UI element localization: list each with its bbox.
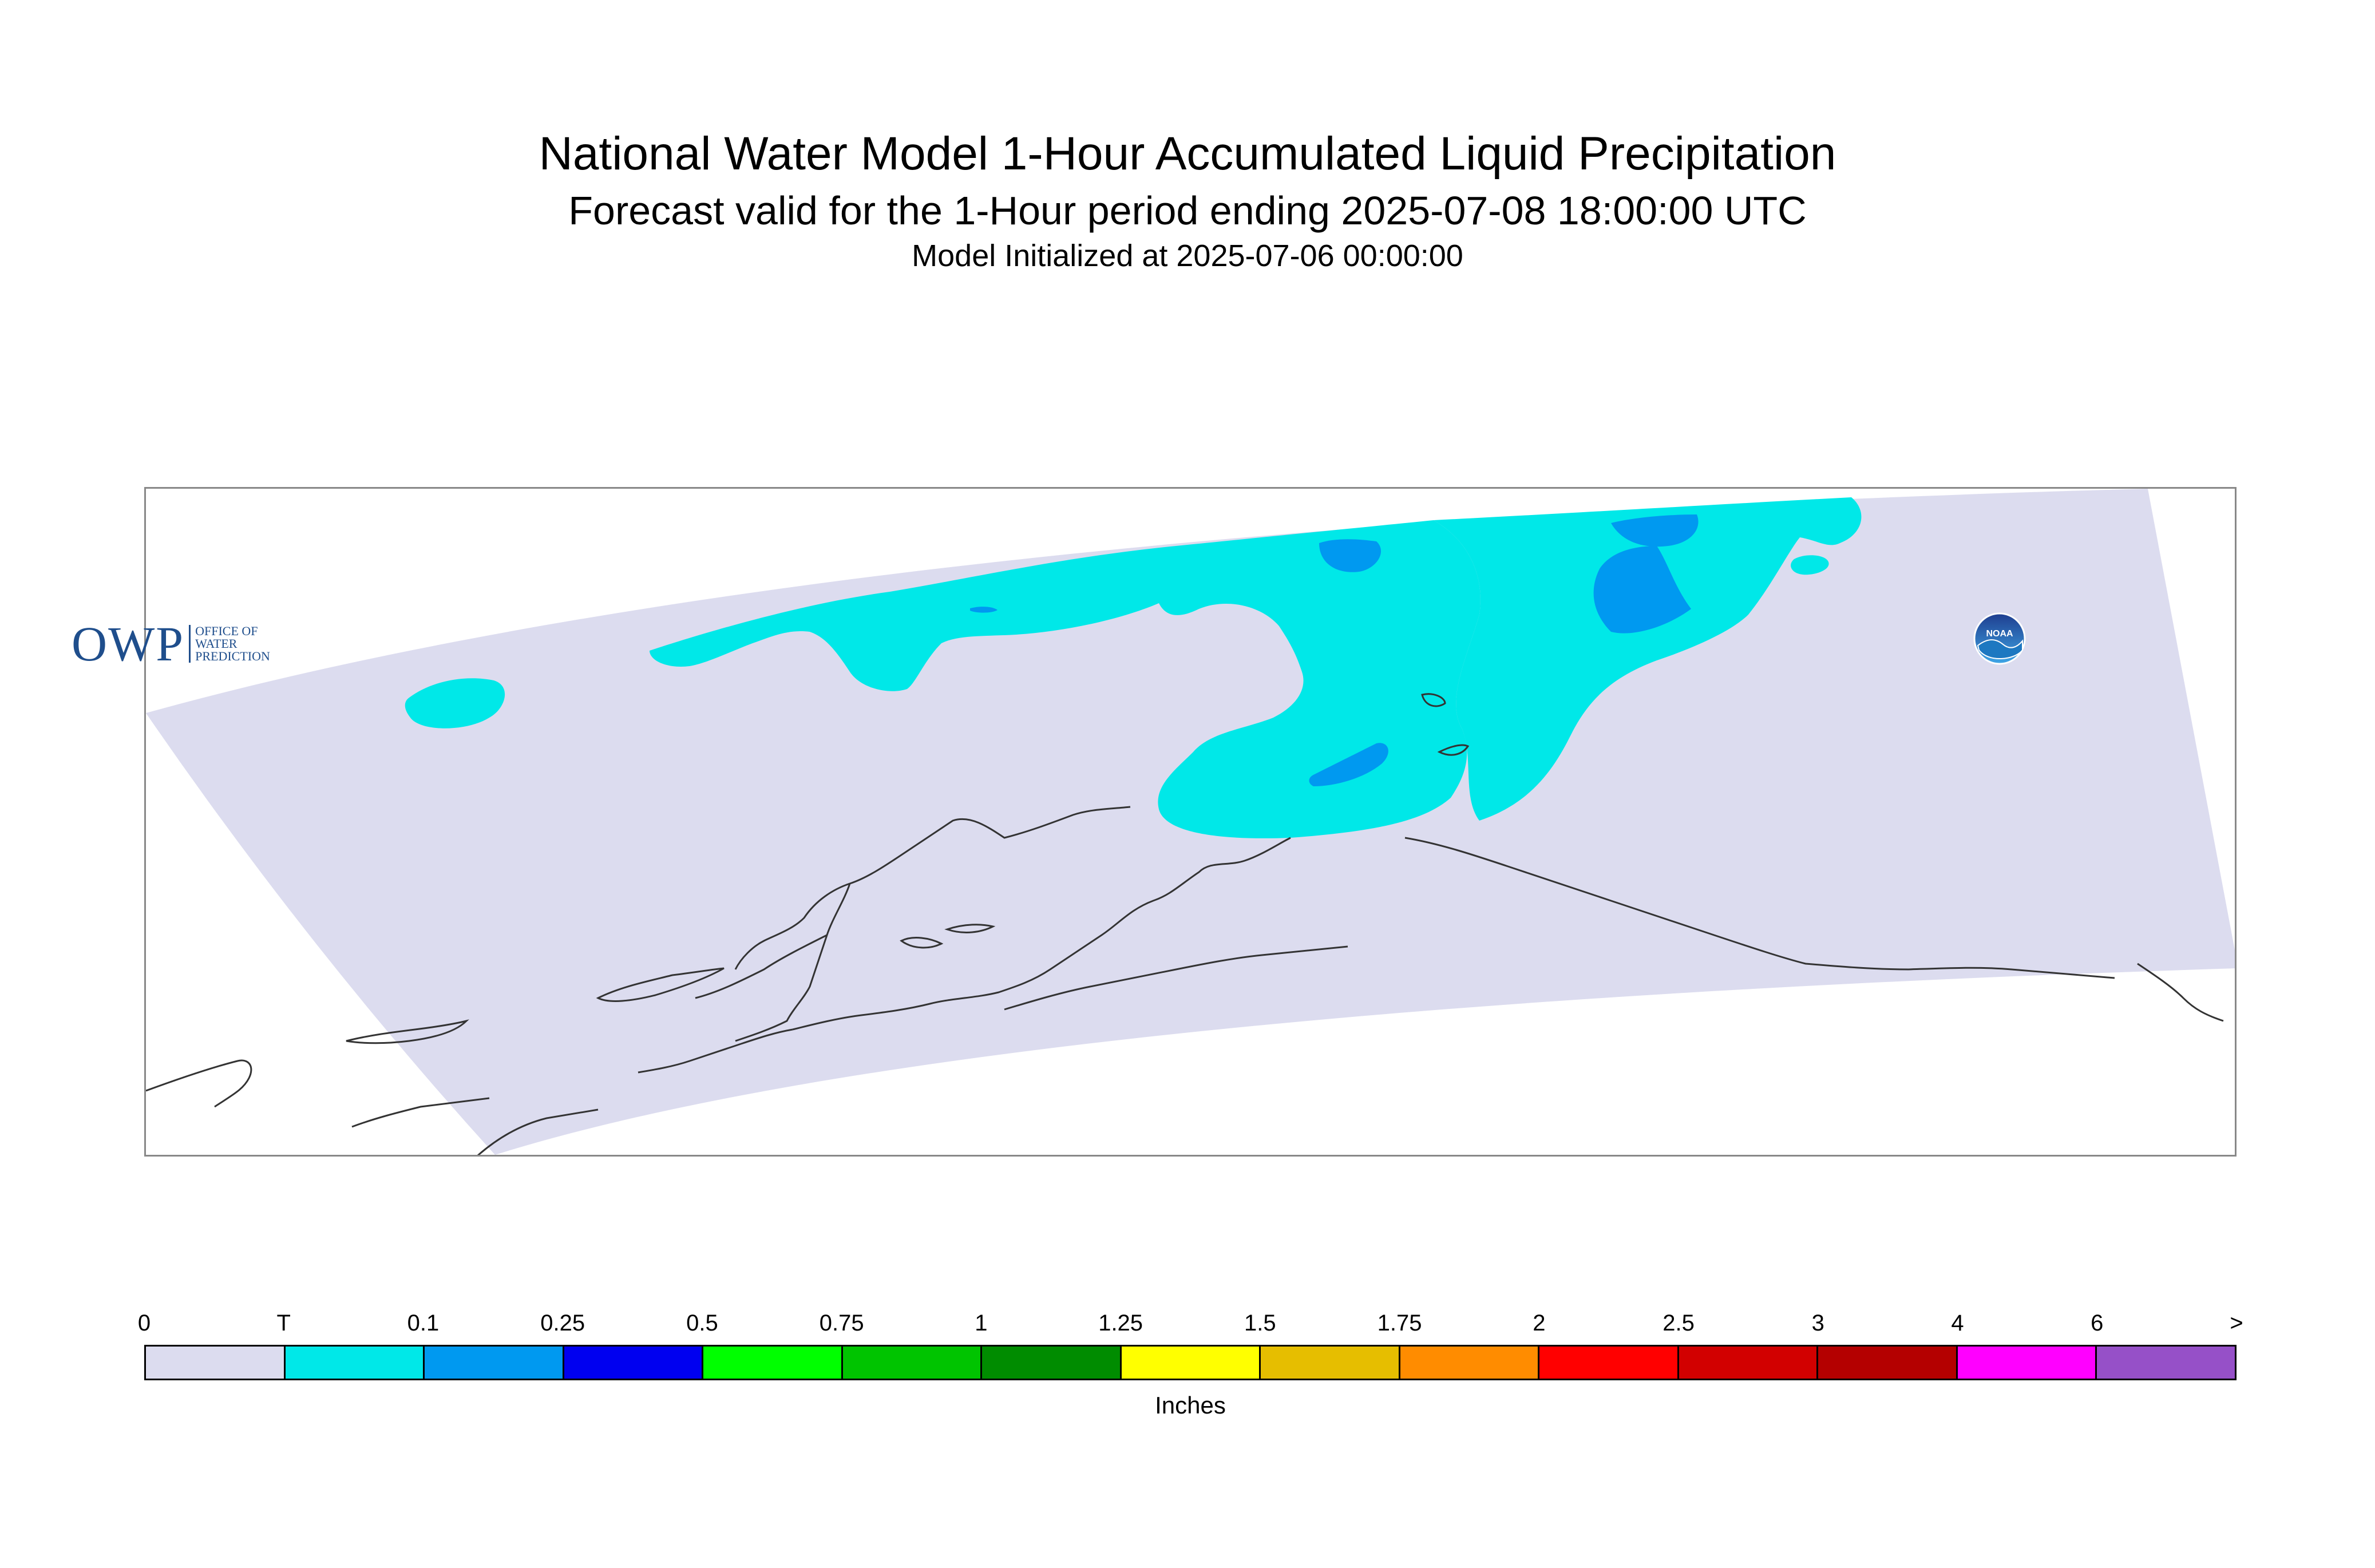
coastline-east	[1404, 837, 2115, 979]
legend-swatch	[285, 1347, 425, 1379]
legend-swatch	[1818, 1347, 1958, 1379]
legend-tick-label: 1.5	[1244, 1310, 1276, 1336]
trace-precip-areas	[405, 497, 1862, 838]
legend-swatch	[1539, 1347, 1679, 1379]
legend-swatch	[1400, 1347, 1540, 1379]
coastline-island-4	[944, 924, 996, 933]
coastline-island-3	[596, 967, 725, 1002]
legend-tick-label: 1.75	[1377, 1310, 1422, 1336]
light-area-dot	[970, 607, 998, 613]
coastline-southwest-bay	[346, 1019, 469, 1044]
legend-swatch	[564, 1347, 704, 1379]
coastline-peninsula	[146, 1059, 252, 1108]
legend-tick-label: 3	[1811, 1310, 1824, 1336]
map-panel	[144, 487, 2237, 1157]
legend-tick-labels: 0 T 0.1 0.25 0.5 0.75 1 1.25 1.5 1.75 2 2.5 3 4 6 >	[138, 1310, 2243, 1345]
owp-logo-line: PREDICTION	[195, 649, 270, 663]
legend-unit-label: Inches	[1155, 1392, 1226, 1419]
legend-swatch	[1679, 1347, 1819, 1379]
trace-area-north-band	[650, 520, 1481, 838]
legend-tick-label: 6	[2091, 1310, 2104, 1336]
legend-swatch	[146, 1347, 286, 1379]
legend-tick-label: 1	[975, 1310, 988, 1336]
legend-tick-label: 0	[137, 1310, 151, 1336]
coastline-mainland-bay	[792, 837, 1291, 1031]
legend-tick-label: 0.25	[540, 1310, 585, 1336]
owp-logo-text: OFFICE OF WATER PREDICTION	[189, 625, 304, 663]
coastline-island-2	[351, 1097, 490, 1128]
legend-tick-label: T	[276, 1310, 291, 1336]
coastline-far-east	[2137, 963, 2224, 1022]
coastline-island-5	[900, 937, 944, 949]
model-init-line: Model Initialized at 2025-07-06 00:00:00	[912, 239, 1463, 273]
legend-swatch	[703, 1347, 843, 1379]
legend-color-bar	[144, 1345, 2237, 1380]
trace-area-west-blob	[405, 678, 505, 728]
legend-tick-label: >	[2230, 1310, 2243, 1336]
coastline-southern-chain	[638, 1028, 793, 1074]
legend-swatch	[1957, 1347, 2097, 1379]
coastline-southwest	[735, 883, 851, 1042]
noaa-logo-text: NOAA	[1986, 629, 2013, 639]
owp-logo-letters: OWP	[72, 616, 185, 671]
legend-tick-label: 4	[1951, 1310, 1964, 1336]
light-precip-areas	[970, 514, 1699, 786]
precip-map	[146, 489, 2235, 1155]
coastline-western	[734, 806, 1131, 970]
owp-logo: OWP OFFICE OF WATER PREDICTION	[72, 612, 304, 675]
owp-logo-line: WATER	[195, 636, 238, 651]
noaa-logo: NOAA	[1973, 612, 2026, 665]
coastline-lake	[1421, 693, 1446, 707]
coastline-island-1	[477, 1108, 599, 1155]
legend-tick-label: 1.25	[1098, 1310, 1143, 1336]
legend-swatch	[425, 1347, 564, 1379]
light-area-north-center	[1319, 539, 1382, 572]
light-area-northeast	[1593, 546, 1691, 633]
coastlines	[146, 693, 2224, 1155]
legend-tick-label: 0.75	[819, 1310, 864, 1336]
legend-tick-label: 2.5	[1662, 1310, 1695, 1336]
legend-tick-label: 0.5	[686, 1310, 718, 1336]
legend-swatch	[2097, 1347, 2235, 1379]
legend-swatch	[1121, 1347, 1261, 1379]
map-title: National Water Model 1-Hour Accumulated …	[539, 128, 1836, 180]
noaa-wave	[1977, 639, 2023, 659]
owp-logo-line: OFFICE OF	[195, 624, 258, 638]
legend-tick-label: 0.1	[407, 1310, 440, 1336]
trace-area-northeast	[1434, 497, 1862, 821]
color-legend: 0 T 0.1 0.25 0.5 0.75 1 1.25 1.5 1.75 2 2.5 3 4 6 > Inc…	[138, 1310, 2243, 1419]
light-area-northeast-top	[1611, 514, 1699, 547]
forecast-valid-subtitle: Forecast valid for the 1-Hour period end…	[568, 188, 1807, 233]
light-area-bay	[1309, 743, 1388, 786]
legend-swatch	[842, 1347, 983, 1379]
trace-area-small-east	[1791, 555, 1829, 575]
coastline-south-central	[1004, 945, 1348, 1011]
legend-swatch	[1261, 1347, 1400, 1379]
coastline-inlet	[1437, 744, 1470, 756]
legend-tick-label: 2	[1533, 1310, 1546, 1336]
coastline-south-inlet	[695, 934, 828, 999]
legend-swatch	[982, 1347, 1122, 1379]
